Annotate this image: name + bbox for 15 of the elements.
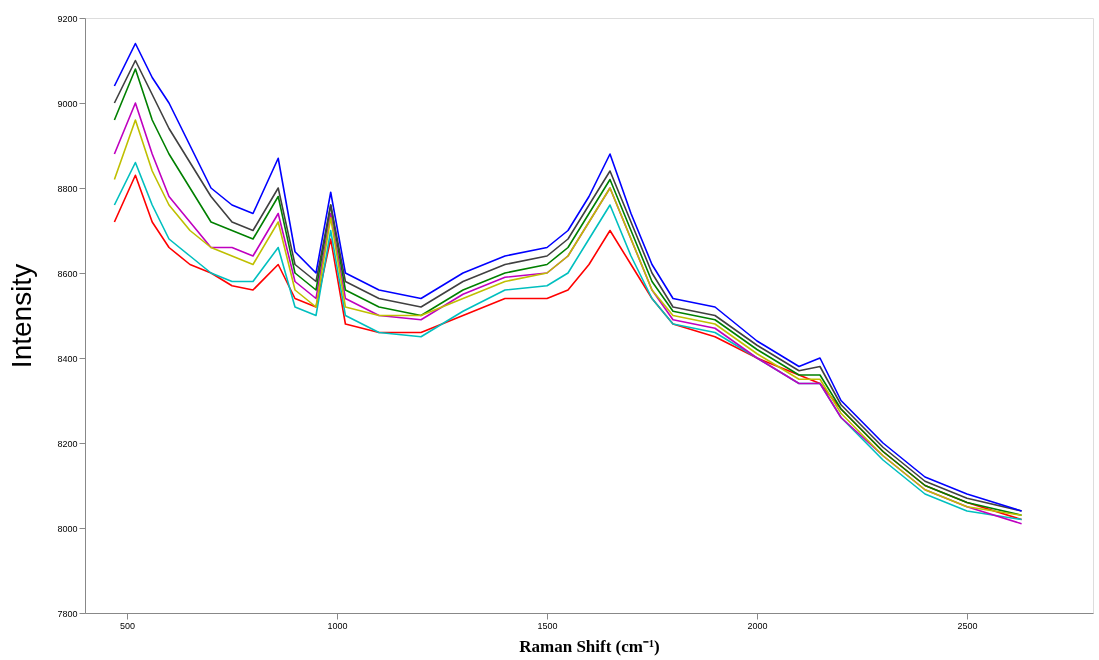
x-tick-label: 1000 — [327, 620, 348, 631]
x-axis-title: Raman Shift (cm⁻¹) — [519, 636, 660, 656]
y-tick-label: 8600 — [57, 268, 78, 279]
y-tick-label: 9200 — [57, 13, 78, 24]
y-tick-label: 8800 — [57, 183, 78, 194]
y-axis-title: Intensity — [6, 263, 38, 369]
x-tick-label: 2500 — [957, 620, 978, 631]
y-tick-label: 8200 — [57, 438, 78, 449]
y-tick-label: 8400 — [57, 353, 78, 364]
y-tick-label: 8000 — [57, 523, 78, 534]
x-tick-label: 500 — [119, 620, 136, 631]
y-tick-label: 9000 — [57, 98, 78, 109]
y-tick-label: 7800 — [57, 608, 78, 619]
x-tick-label: 2000 — [747, 620, 768, 631]
x-tick-label: 1500 — [537, 620, 558, 631]
